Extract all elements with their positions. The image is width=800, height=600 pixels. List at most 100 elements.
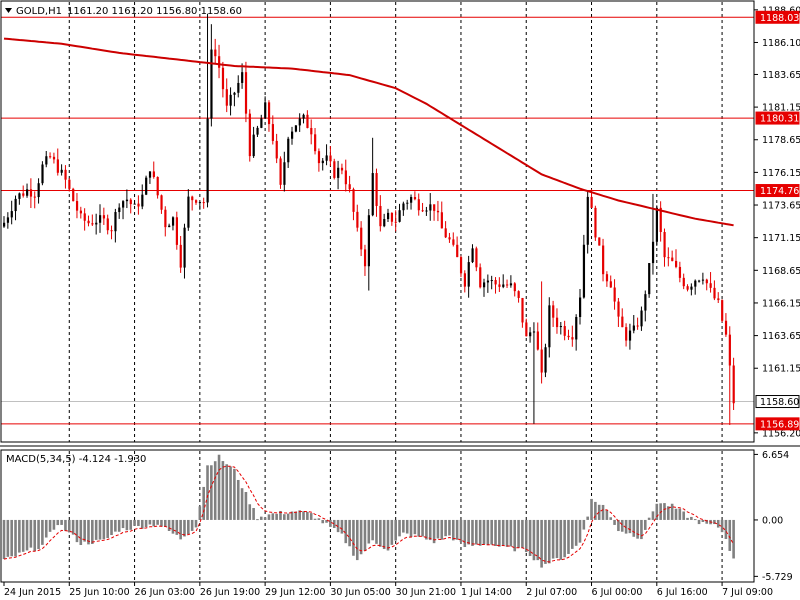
symbol-menu-icon[interactable] — [5, 8, 12, 13]
macd-bar — [716, 519, 720, 528]
macd-bar — [91, 519, 94, 544]
macd-bar — [732, 519, 735, 559]
price-level-label: 1156.89 — [760, 419, 799, 430]
candle-body — [436, 210, 440, 213]
candle-body — [467, 262, 470, 287]
candle-body — [444, 228, 447, 238]
macd-bar — [563, 519, 566, 558]
candle-body — [218, 56, 221, 68]
macd-bar — [271, 513, 275, 520]
macd-bar — [140, 519, 144, 529]
candle-body — [363, 249, 367, 267]
candle-body — [294, 125, 298, 132]
candle-body — [379, 205, 382, 227]
macd-bar — [444, 519, 447, 537]
macd-bar — [551, 519, 555, 559]
macd-bar — [521, 519, 524, 548]
macd-bar — [494, 519, 497, 546]
candle-body — [133, 203, 136, 205]
macd-bar — [267, 514, 271, 520]
macd-bar — [432, 519, 436, 544]
candle-body — [325, 155, 328, 161]
candle-body — [417, 199, 420, 211]
macd-bar — [413, 519, 417, 535]
candle-body — [567, 335, 570, 338]
macd-bar — [428, 519, 432, 541]
candle-body — [536, 331, 539, 350]
macd-bar — [409, 519, 413, 538]
candle-body — [448, 237, 451, 240]
macd-bar — [640, 519, 643, 540]
candle-body — [383, 219, 386, 227]
macd-bar — [117, 519, 121, 532]
candle-body — [125, 199, 129, 202]
macd-bar — [102, 519, 106, 540]
candle-body — [621, 316, 624, 328]
candle-body — [640, 310, 643, 327]
candle-body — [275, 140, 278, 159]
macd-bar — [367, 519, 371, 544]
macd-bar — [283, 514, 286, 520]
candle-body — [317, 151, 321, 164]
macd-bar — [133, 519, 136, 526]
macd-bar — [309, 513, 313, 520]
candle-body — [502, 284, 505, 287]
macd-bar — [628, 519, 632, 534]
candle-body — [72, 188, 75, 202]
candle-body — [525, 322, 528, 337]
macd-bar — [405, 519, 409, 534]
candle-body — [675, 260, 678, 267]
macd-bar — [613, 519, 616, 525]
macd-signal-line — [3, 465, 735, 563]
macd-bar — [528, 519, 532, 557]
macd-bar — [263, 517, 267, 520]
candle-body — [498, 284, 501, 287]
candle-body — [602, 245, 605, 275]
time-tick-label: 25 Jun 10:00 — [69, 587, 129, 598]
macd-bar — [724, 519, 728, 540]
price-tick-label: 1161.15 — [762, 364, 800, 375]
macd-bar — [306, 511, 309, 520]
macd-bar — [505, 519, 509, 547]
candle-body — [463, 273, 466, 287]
candle-body — [75, 201, 79, 211]
candle-body — [690, 286, 693, 290]
candle-body — [202, 202, 205, 204]
candle-body — [160, 195, 163, 210]
macd-bar — [129, 519, 133, 530]
macd-bar — [632, 519, 636, 537]
macd-bar — [486, 519, 490, 546]
grid-layer — [68, 2, 723, 581]
candle-body — [145, 177, 148, 195]
macd-bar — [75, 519, 79, 543]
candle-body — [18, 193, 21, 199]
macd-bar — [313, 518, 317, 520]
candle-body — [348, 184, 351, 190]
candle-body — [429, 204, 432, 211]
macd-bar — [524, 519, 528, 553]
candle-body — [95, 222, 98, 225]
candle-body — [532, 331, 536, 333]
candle-body — [241, 72, 244, 83]
candle-body — [137, 203, 140, 207]
macd-bar — [559, 519, 563, 560]
candle-body — [698, 280, 701, 282]
macd-bar — [482, 519, 486, 545]
candle-body — [433, 204, 436, 211]
macd-bar — [221, 461, 225, 520]
candle-body — [394, 221, 397, 223]
macd-bar — [624, 519, 628, 534]
macd-bar — [728, 519, 732, 551]
macd-bar — [6, 519, 10, 557]
candle-body — [214, 49, 217, 57]
macd-bar — [536, 519, 540, 561]
candle-body — [410, 197, 413, 203]
macd-bar — [60, 519, 63, 525]
candle-body — [582, 244, 586, 298]
macd-bar — [590, 498, 593, 520]
candle-body — [45, 156, 48, 165]
candle-body — [375, 173, 378, 206]
candle-body — [456, 244, 459, 258]
macd-bar — [25, 519, 29, 551]
